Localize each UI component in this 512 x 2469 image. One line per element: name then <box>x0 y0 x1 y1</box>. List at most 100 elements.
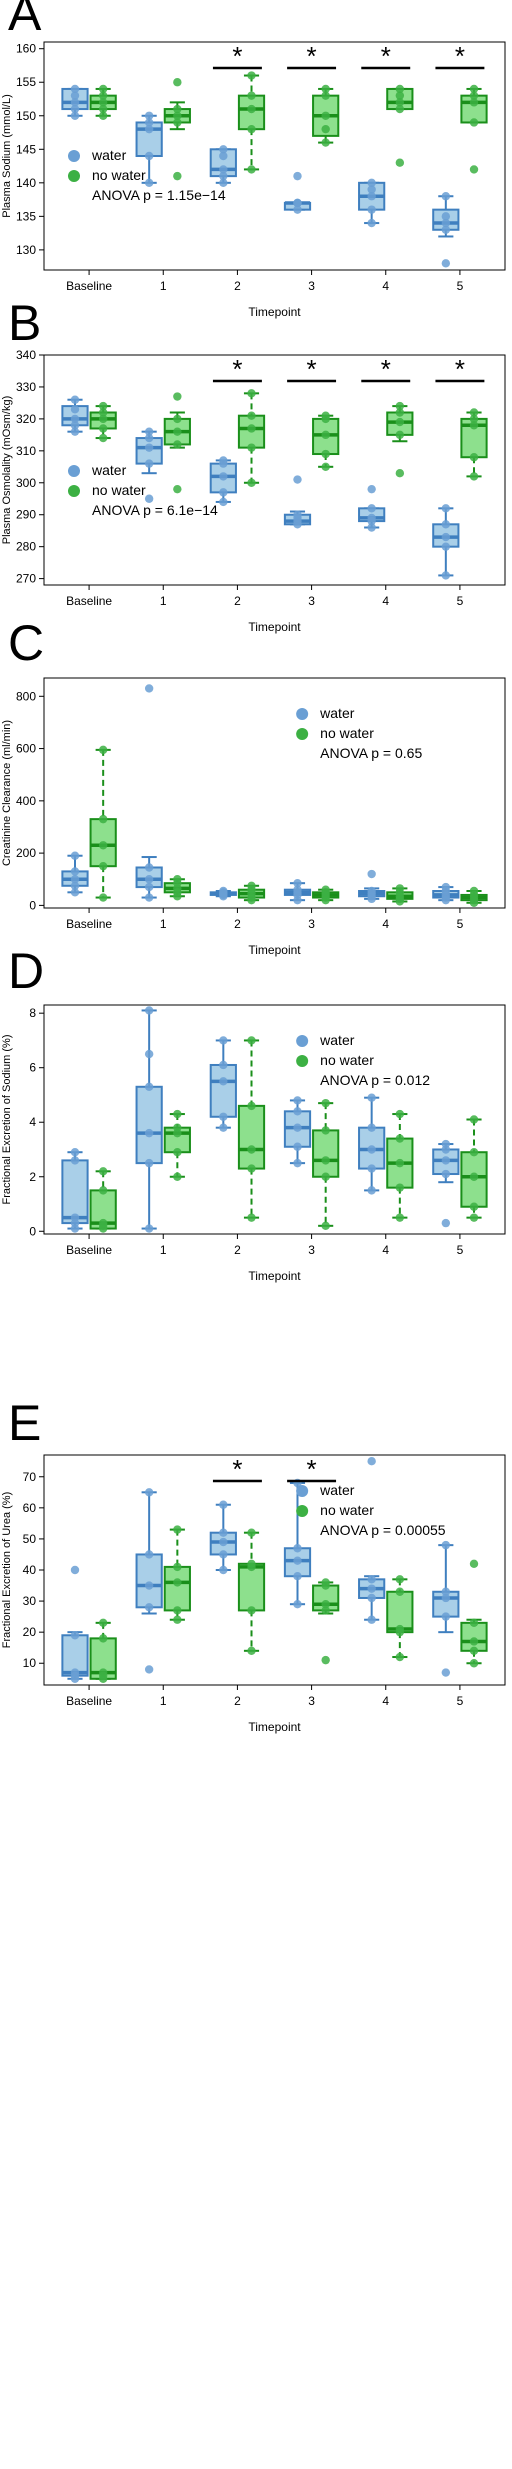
legend-label: no water <box>320 1502 374 1518</box>
legend-label: water <box>91 147 127 163</box>
box-no-water <box>237 71 266 174</box>
data-point <box>98 91 108 100</box>
data-point <box>321 1606 330 1615</box>
x-tick-label: Baseline <box>66 279 112 293</box>
box-iqr <box>237 1104 266 1170</box>
data-point <box>469 91 479 100</box>
data-point <box>321 1172 330 1181</box>
x-tick-label: 1 <box>160 1243 167 1257</box>
data-point <box>219 886 228 896</box>
data-point <box>395 1575 405 1584</box>
data-point <box>395 1624 405 1634</box>
data-point <box>98 424 108 433</box>
data-point <box>98 408 108 417</box>
data-point <box>70 1213 80 1222</box>
box-iqr <box>209 1063 237 1118</box>
box-water <box>61 84 89 120</box>
panel-b: B 270 280 290 300 310 320 330 340 Plasma Osmolali… <box>1 295 506 634</box>
box-water <box>61 1148 89 1233</box>
data-point <box>173 1109 182 1119</box>
data-point <box>367 1186 376 1195</box>
data-point <box>98 1668 108 1677</box>
significance-star: * <box>232 41 242 71</box>
x-tick-label: 1 <box>160 279 167 293</box>
data-point <box>98 84 108 94</box>
data-point <box>173 440 182 449</box>
box-no-water <box>460 1115 488 1222</box>
legend-marker-water <box>68 150 80 162</box>
data-point <box>70 1156 80 1165</box>
data-point <box>441 218 451 228</box>
data-point <box>395 1652 405 1662</box>
data-point <box>219 145 228 154</box>
y-tick-label: 300 <box>16 476 36 490</box>
y-tick-label: 800 <box>16 689 36 703</box>
y-tick-label: 280 <box>16 540 36 554</box>
data-point <box>367 192 376 201</box>
y-tick-label: 135 <box>16 209 36 223</box>
legend: water no water ANOVA p = 1.15e−14 <box>68 147 226 203</box>
data-point <box>173 1606 182 1615</box>
data-point <box>395 84 405 94</box>
data-point <box>293 1123 302 1132</box>
x-tick-label: 3 <box>308 594 315 608</box>
data-point <box>469 421 479 430</box>
data-point <box>173 1148 182 1157</box>
box-no-water <box>237 881 266 905</box>
x-tick-label: 4 <box>382 917 389 931</box>
x-axis-label: Timepoint <box>248 1720 301 1734</box>
box-no-water <box>386 401 414 478</box>
data-point <box>441 1612 451 1621</box>
data-point <box>321 411 330 420</box>
data-point <box>247 1101 256 1111</box>
x-tick-label: Baseline <box>66 1243 112 1257</box>
data-point <box>173 484 182 494</box>
x-tick-label: 2 <box>234 1694 241 1708</box>
anova-label: ANOVA p = 6.1e−14 <box>92 502 218 518</box>
x-tick-label: 4 <box>382 279 389 293</box>
x-axis-label: Timepoint <box>248 305 301 319</box>
data-point <box>469 84 479 94</box>
data-point <box>247 104 256 114</box>
data-point <box>469 1637 479 1646</box>
data-point <box>367 484 376 494</box>
data-point <box>70 91 80 100</box>
legend: water no water ANOVA p = 0.65 <box>296 705 422 761</box>
box-no-water <box>89 84 117 120</box>
data-point <box>70 98 80 107</box>
y-tick-label: 290 <box>16 508 36 522</box>
legend-marker-no-water <box>68 485 80 497</box>
data-point <box>144 863 154 872</box>
data-point <box>469 1115 479 1124</box>
data-point <box>219 1060 228 1070</box>
box-no-water <box>312 885 340 905</box>
data-point <box>70 1148 80 1157</box>
data-point <box>247 71 256 80</box>
data-point <box>395 104 405 114</box>
data-point <box>367 1593 376 1603</box>
data-point <box>144 433 154 443</box>
data-point <box>321 1599 330 1609</box>
data-point <box>98 401 108 411</box>
data-point <box>441 1587 451 1596</box>
y-tick-label: 130 <box>16 243 36 257</box>
data-point <box>144 443 154 452</box>
box-no-water <box>386 1575 414 1662</box>
legend: water no water ANOVA p = 0.00055 <box>296 1482 446 1538</box>
y-tick-label: 160 <box>16 42 36 56</box>
plot-frame <box>43 677 506 909</box>
data-point <box>247 411 256 420</box>
y-tick-label: 320 <box>16 412 36 426</box>
data-point <box>395 158 405 167</box>
legend-label: no water <box>92 482 146 498</box>
data-point <box>70 111 80 120</box>
data-point <box>247 1036 256 1045</box>
significance-star: * <box>455 354 465 384</box>
box-water <box>432 882 460 905</box>
data-point <box>395 91 405 100</box>
data-point <box>321 430 330 440</box>
data-point <box>293 1142 302 1151</box>
data-point <box>70 1631 80 1640</box>
box-water <box>432 1139 460 1228</box>
box-no-water <box>460 886 488 907</box>
